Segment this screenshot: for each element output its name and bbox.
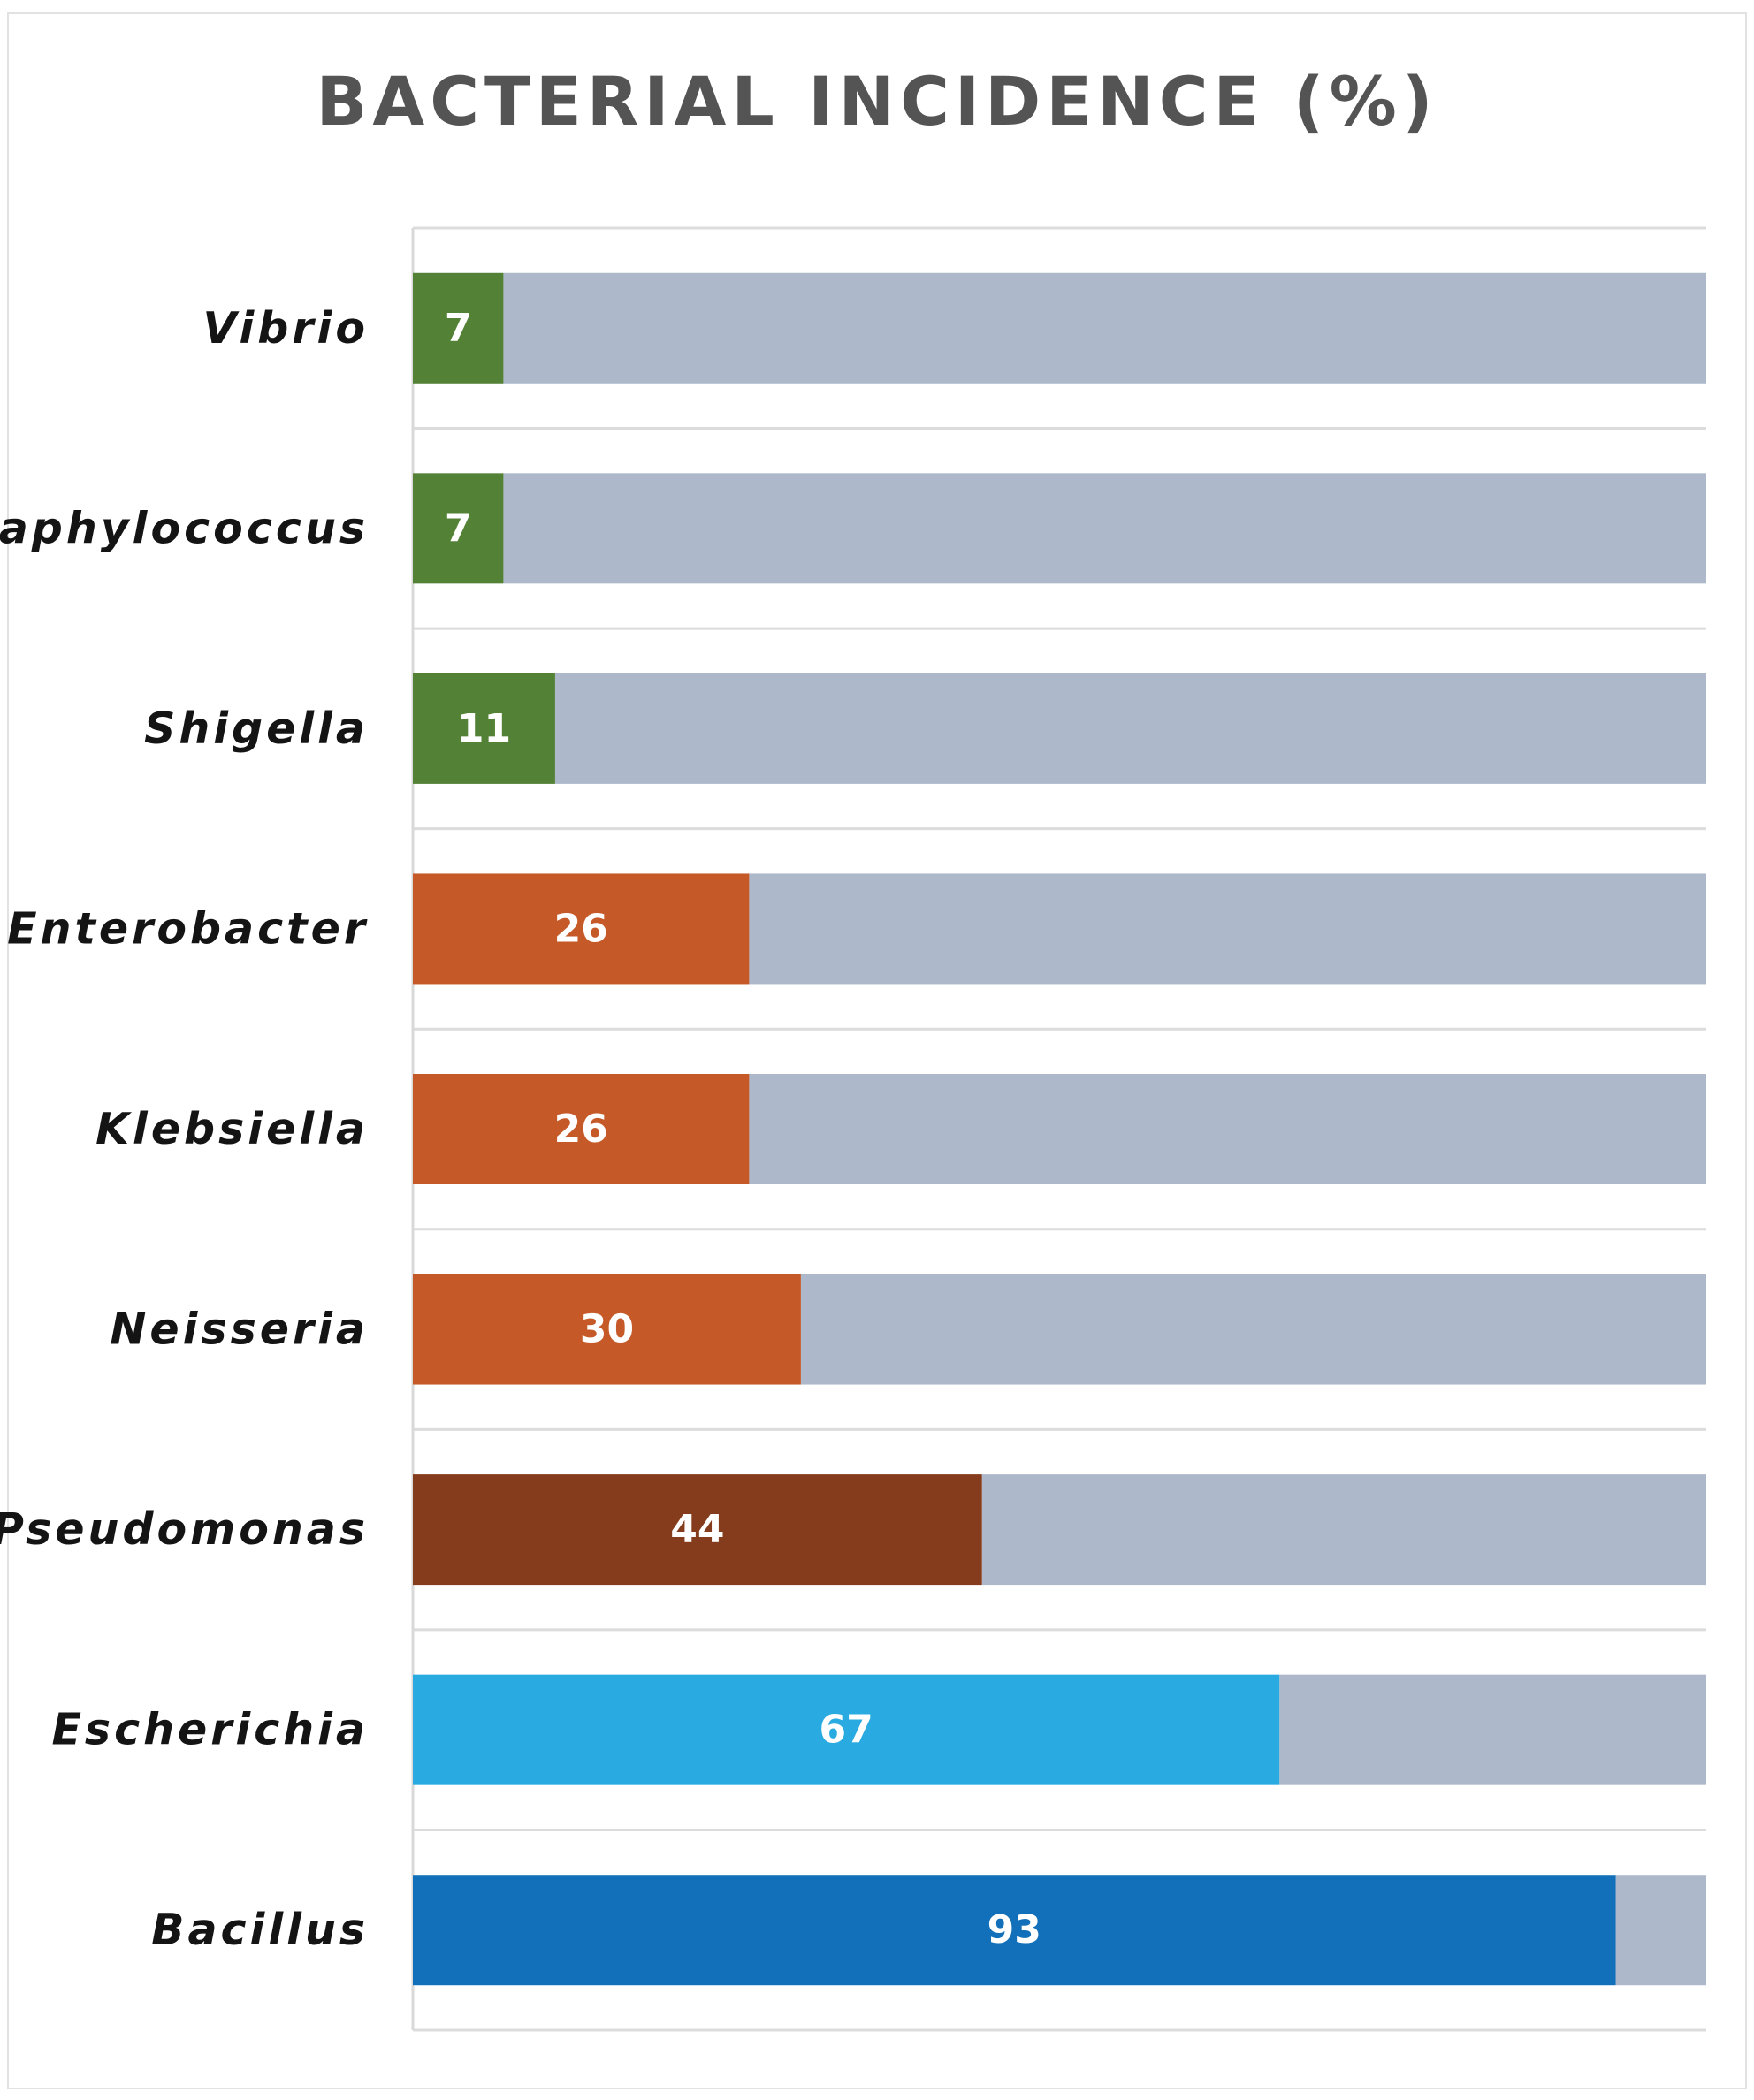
category-label: Neisseria bbox=[110, 1305, 369, 1355]
category-label: Pseudomonas bbox=[0, 1504, 369, 1555]
category-label: Escherichia bbox=[51, 1705, 369, 1755]
bar-remainder bbox=[749, 873, 1706, 985]
bar-remainder bbox=[503, 272, 1707, 384]
category-label: Klebsiella bbox=[95, 1104, 369, 1154]
category-label: Enterobacter bbox=[7, 903, 369, 954]
bar-remainder bbox=[749, 1074, 1706, 1184]
category-label: Vibrio bbox=[202, 303, 369, 354]
category-label: Staphylococcus bbox=[0, 503, 369, 553]
bar bbox=[413, 873, 750, 985]
bar bbox=[413, 1274, 801, 1385]
bar bbox=[413, 1674, 1280, 1785]
category-label: Shigella bbox=[144, 704, 369, 754]
bar-remainder bbox=[800, 1274, 1706, 1385]
bar-remainder bbox=[503, 473, 1707, 584]
bar bbox=[413, 1875, 1616, 1986]
bar-remainder bbox=[1279, 1674, 1706, 1785]
data-label: 26 bbox=[554, 1107, 608, 1152]
data-label: 11 bbox=[457, 706, 511, 751]
data-label: 7 bbox=[445, 306, 472, 351]
data-label: 7 bbox=[445, 506, 472, 551]
bar-remainder bbox=[1615, 1875, 1706, 1986]
data-label: 93 bbox=[988, 1907, 1041, 1952]
bar bbox=[413, 272, 504, 384]
data-label: 67 bbox=[819, 1708, 873, 1753]
data-label: 44 bbox=[670, 1507, 724, 1552]
category-label: Bacillus bbox=[151, 1905, 369, 1955]
bar bbox=[413, 673, 555, 784]
bar-remainder bbox=[981, 1474, 1706, 1586]
bar-remainder bbox=[554, 673, 1707, 784]
bar bbox=[413, 1074, 750, 1184]
chart-title: BACTERIAL INCIDENCE (%) bbox=[316, 62, 1438, 141]
data-label: 30 bbox=[580, 1307, 634, 1352]
data-label: 26 bbox=[554, 906, 608, 951]
bar bbox=[413, 1474, 982, 1586]
bar bbox=[413, 473, 504, 584]
